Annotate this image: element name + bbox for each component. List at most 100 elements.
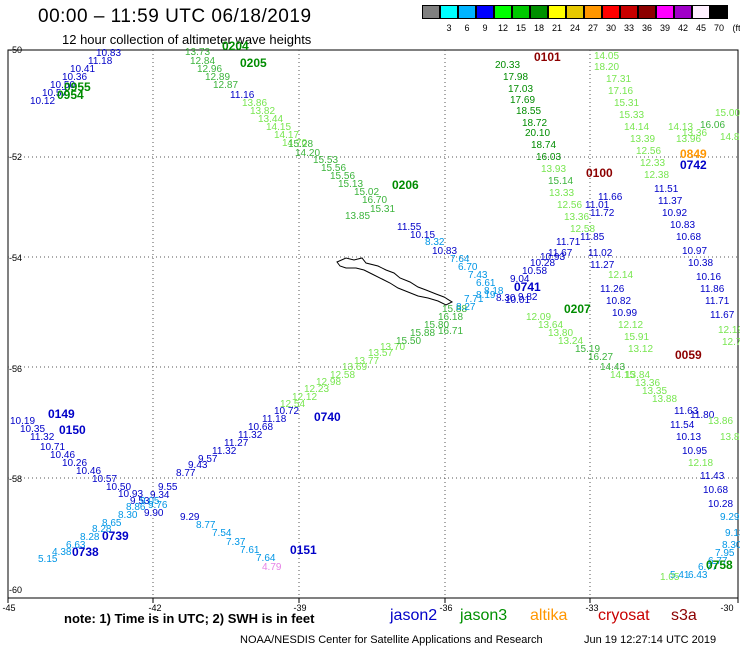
swh-value: 9.04 bbox=[510, 274, 530, 285]
legend-level-label: 36 bbox=[641, 23, 652, 33]
swh-value: 14.15 bbox=[266, 122, 291, 133]
swh-value: 10.19 bbox=[10, 416, 35, 427]
swh-value: 13.12 bbox=[628, 344, 653, 355]
swh-value: 13.77 bbox=[354, 356, 379, 367]
swh-value: 11.51 bbox=[654, 184, 679, 195]
swh-value: 15.53 bbox=[313, 155, 338, 166]
swh-value: 1.05 bbox=[660, 572, 680, 583]
lon-label: -39 bbox=[293, 603, 307, 613]
swh-value: 12.54 bbox=[280, 399, 305, 410]
swh-value: 13.86 bbox=[242, 98, 267, 109]
legend-swatch bbox=[476, 5, 494, 19]
swh-value: 13.69 bbox=[342, 362, 367, 373]
swh-value: 8.86 bbox=[126, 502, 146, 513]
legend-swatch bbox=[566, 5, 584, 19]
swh-value: 10.93 bbox=[118, 489, 143, 500]
legend-level-label: 39 bbox=[659, 23, 670, 33]
swh-value: 10.01 bbox=[505, 295, 530, 306]
satellite-s3a-label: s3a bbox=[671, 607, 697, 624]
swh-value: 12.98 bbox=[316, 377, 341, 388]
legend-level-label: 30 bbox=[605, 23, 616, 33]
swh-track-values: 13.7312.8412.9612.8912.8711.1613.8613.82… bbox=[10, 47, 740, 583]
pass-time-label: 0101 bbox=[534, 50, 561, 64]
swh-value: 12.18 bbox=[688, 458, 713, 469]
swh-value: 15.88 bbox=[442, 304, 467, 315]
swh-value: 15.31 bbox=[614, 98, 639, 109]
pass-time-label: 0738 bbox=[72, 545, 99, 559]
swh-value: 16.18 bbox=[438, 312, 463, 323]
swh-value: 15.56 bbox=[321, 163, 346, 174]
swh-value: 12.84 bbox=[190, 56, 215, 67]
footer-timestamp: Jun 19 12:27:14 UTC 2019 bbox=[584, 634, 717, 646]
swh-value: 11.43 bbox=[700, 471, 725, 482]
swh-value: 15.00 bbox=[715, 108, 740, 119]
swh-value: 17.16 bbox=[608, 86, 633, 97]
swh-value: 6.63 bbox=[66, 540, 86, 551]
satellite-altika-label: altika bbox=[530, 607, 568, 624]
legend-swatch bbox=[422, 5, 440, 19]
swh-value: 10.95 bbox=[682, 446, 707, 457]
swh-value: 18.55 bbox=[516, 106, 541, 117]
lon-label: -36 bbox=[439, 603, 453, 613]
legend-swatch bbox=[656, 5, 674, 19]
swh-value: 9.05 bbox=[140, 496, 160, 507]
swh-value: 17.03 bbox=[508, 84, 533, 95]
swh-value: 11.16 bbox=[230, 90, 255, 101]
swh-value: 7.95 bbox=[715, 548, 735, 559]
swh-value: 13.96 bbox=[676, 134, 701, 145]
swh-value: 15.31 bbox=[370, 204, 395, 215]
legend-swatch bbox=[530, 5, 548, 19]
swh-value: 10.68 bbox=[676, 232, 701, 243]
swh-value: 13.64 bbox=[538, 320, 563, 331]
pass-time-label: 0151 bbox=[290, 543, 317, 557]
legend-level-label: 33 bbox=[623, 23, 634, 33]
swh-value: 11.66 bbox=[598, 192, 623, 203]
pass-time-label: 0059 bbox=[675, 348, 702, 362]
swh-value: 12.73 bbox=[722, 337, 740, 348]
pass-time-label: 0207 bbox=[564, 302, 591, 316]
swh-value: 20.33 bbox=[495, 60, 520, 71]
swh-value: 7.64 bbox=[256, 553, 276, 564]
legend-level-label: 6 bbox=[464, 23, 470, 33]
legend-swatch bbox=[638, 5, 656, 19]
swh-value: 15.28 bbox=[288, 139, 313, 150]
legend-level-label: 12 bbox=[497, 23, 508, 33]
swh-value: 10.71 bbox=[40, 442, 65, 453]
swh-value: 10.36 bbox=[62, 72, 87, 83]
legend-level-label: 21 bbox=[551, 23, 562, 33]
swh-value: 10.72 bbox=[274, 406, 299, 417]
swh-value: 18.72 bbox=[522, 118, 547, 129]
swh-value: 14.20 bbox=[295, 148, 320, 159]
swh-value: 14.17 bbox=[274, 130, 299, 141]
legend-level-label: 27 bbox=[587, 23, 598, 33]
swh-value: 13.93 bbox=[541, 164, 566, 175]
swh-value: 10.68 bbox=[703, 485, 728, 496]
swh-value: 9.90 bbox=[144, 508, 164, 519]
swh-value: 11.37 bbox=[658, 196, 683, 207]
legend-level-label: 42 bbox=[677, 23, 688, 33]
swh-value: 15.13 bbox=[338, 179, 363, 190]
legend-swatch bbox=[602, 5, 620, 19]
swh-value: 11.27 bbox=[590, 260, 615, 271]
swh-value: 10.68 bbox=[248, 422, 273, 433]
swh-value: 11.27 bbox=[224, 438, 249, 449]
swh-value: 11.01 bbox=[585, 200, 610, 211]
swh-value: 10.26 bbox=[62, 458, 87, 469]
swh-value: 12.09 bbox=[526, 312, 551, 323]
pass-time-label: 0205 bbox=[240, 56, 267, 70]
swh-value: 11.85 bbox=[580, 232, 605, 243]
swh-value: 10.15 bbox=[410, 230, 435, 241]
swh-value: 14.15 bbox=[610, 370, 635, 381]
swh-value: 6.61 bbox=[476, 278, 496, 289]
swh-value: 10.93 bbox=[540, 252, 565, 263]
swh-value: 10.41 bbox=[70, 64, 95, 75]
pass-time-label: 0204 bbox=[222, 39, 249, 53]
page-subtitle: 12 hour collection of altimeter wave hei… bbox=[62, 32, 312, 47]
swh-value: 12.58 bbox=[570, 224, 595, 235]
swh-value: 8.27 bbox=[456, 302, 476, 313]
swh-value: 13.36 bbox=[635, 378, 660, 389]
pass-time-label: 0758 bbox=[706, 558, 733, 572]
